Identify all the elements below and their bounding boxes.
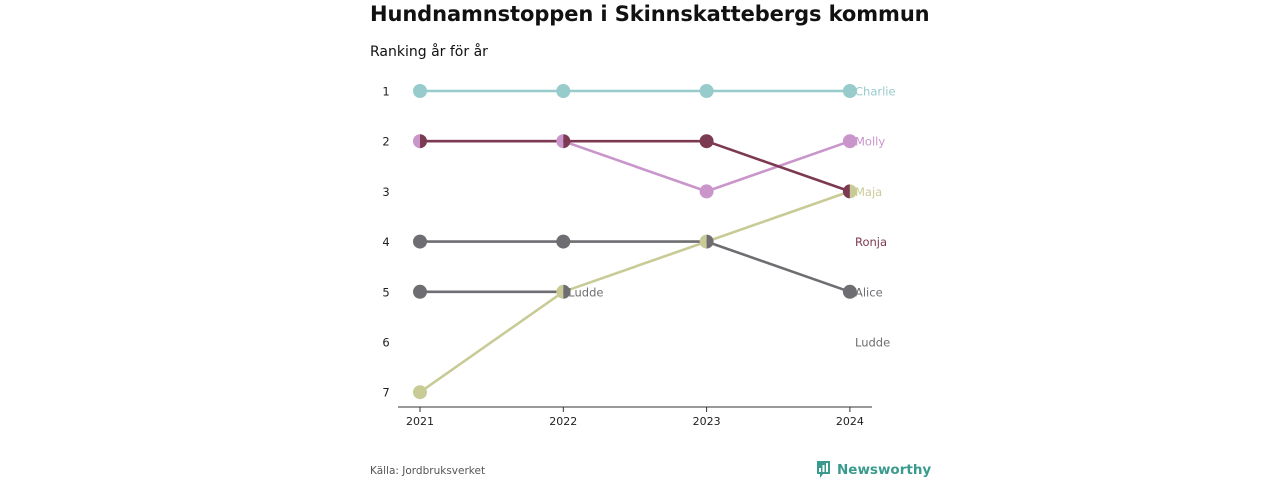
point-ludde-2021 — [413, 284, 427, 299]
y-tick-label: 2 — [382, 135, 389, 149]
point-alice-2021 — [413, 234, 427, 249]
point-half-maja — [849, 184, 857, 199]
x-tick-label: 2022 — [549, 415, 577, 428]
point-half-maja — [556, 284, 564, 299]
point-half-ronja — [563, 134, 571, 149]
series-lines — [419, 89, 851, 394]
point-molly-2023 — [699, 184, 714, 199]
point-half-molly — [556, 134, 564, 149]
point-maja-2021 — [413, 385, 427, 400]
point-alice-2024 — [842, 284, 857, 299]
y-tick-label: 7 — [382, 386, 389, 400]
x-tick-label: 2021 — [406, 415, 434, 428]
point-charlie-2021 — [413, 84, 427, 98]
point-half-ronja — [420, 134, 428, 149]
point-ronja-2023 — [699, 134, 714, 149]
y-tick-label: 5 — [382, 285, 389, 299]
point-molly-ronja-2021 — [413, 134, 428, 149]
series-line-maja — [419, 190, 851, 394]
point-charlie-2022 — [556, 84, 571, 98]
point-half-maja — [699, 234, 707, 249]
end-label-charlie: Charlie — [855, 85, 896, 99]
y-tick-label: 1 — [382, 85, 389, 99]
point-charlie-2024 — [842, 84, 857, 98]
point-charlie-2023 — [699, 84, 714, 98]
series-points — [413, 84, 857, 400]
chart-subtitle: Ranking år för år — [370, 44, 488, 60]
brand-name: Newsworthy — [837, 461, 932, 478]
series-line-ronja — [420, 139, 851, 193]
brand-logo[interactable]: Newsworthy — [816, 460, 931, 479]
series-labels: Charlie Molly Maja Ronja Alice Ludde Ludde — [568, 85, 895, 350]
chart-title: Hundnamnstoppen i Skinnskattebergs kommu… — [370, 2, 930, 26]
x-tick-label: 2023 — [693, 415, 721, 428]
end-label-alice: Alice — [855, 285, 883, 299]
point-molly-ronja-2022 — [556, 134, 571, 149]
point-maja-alice-2023 — [699, 234, 714, 249]
end-label-ronja: Ronja — [855, 235, 887, 249]
y-tick-label: 4 — [382, 235, 389, 249]
bar-chart-speech-bubble-icon — [817, 461, 830, 478]
end-label-molly: Molly — [855, 135, 885, 149]
point-half-ronja — [842, 184, 850, 199]
y-tick-label: 3 — [382, 185, 389, 199]
point-molly-2024 — [842, 134, 857, 149]
point-maja-ludde-2022 — [556, 284, 571, 299]
series-line-alice — [420, 240, 851, 294]
point-half-alice — [706, 234, 714, 249]
end-label-ludde: Ludde — [855, 336, 890, 350]
annotation-label-ludde: Ludde — [568, 285, 603, 299]
end-label-maja: Maja — [855, 185, 882, 199]
source-note: Källa: Jordbruksverket — [370, 465, 486, 477]
point-ronja-maja-2024 — [842, 184, 857, 199]
point-half-molly — [413, 134, 420, 149]
point-alice-2022 — [556, 234, 571, 249]
series-line-molly — [420, 139, 851, 193]
point-half-ludde — [563, 284, 571, 299]
chart-axes: 1 2 3 4 5 6 7 2021 2022 2023 2024 — [382, 85, 872, 428]
y-tick-label: 6 — [382, 336, 389, 350]
x-tick-label: 2024 — [836, 415, 864, 428]
